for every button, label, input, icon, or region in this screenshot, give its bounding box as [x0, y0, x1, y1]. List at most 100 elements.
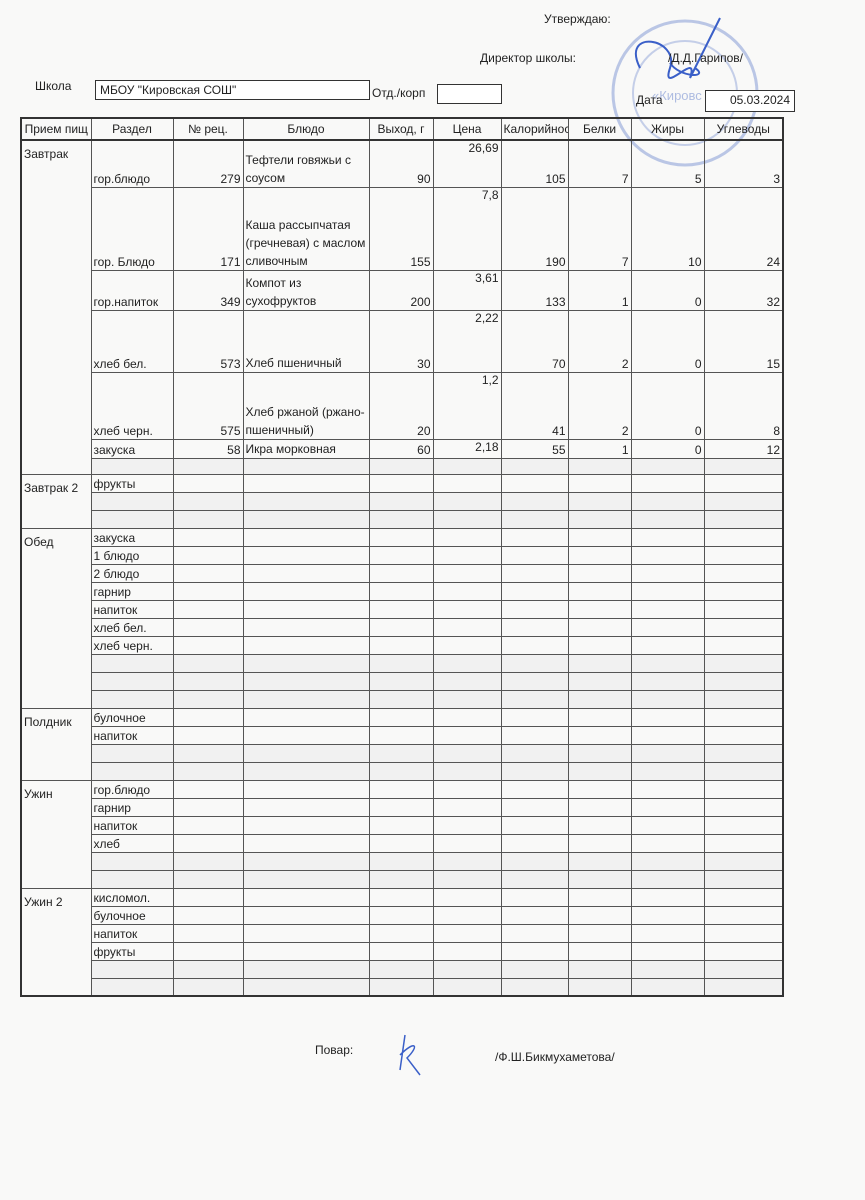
director-label: Директор школы:	[480, 51, 576, 65]
cell-fat	[630, 671, 705, 691]
cell-prot	[567, 851, 632, 871]
cell-fat	[630, 563, 705, 583]
cell-out	[368, 671, 434, 691]
cell-carb: 24	[703, 186, 784, 271]
cell-dish: Хлеб пшеничный	[242, 309, 370, 373]
cell-out	[368, 923, 434, 943]
table-row	[21, 491, 784, 511]
cell-carb	[703, 635, 784, 655]
cell-out	[368, 761, 434, 781]
cell-fat	[630, 473, 705, 493]
cell-carb	[703, 923, 784, 943]
cell-dish	[242, 653, 370, 673]
cell-price	[432, 905, 502, 925]
cell-price	[432, 887, 502, 907]
cell-fat	[630, 941, 705, 961]
cell-rec	[172, 599, 244, 619]
cell-out: 60	[368, 438, 434, 459]
cell-cal	[500, 599, 569, 619]
cell-rec: 279	[172, 139, 244, 188]
cell-cal: 70	[500, 309, 569, 373]
cell-price	[432, 725, 502, 745]
table-row	[21, 977, 784, 997]
cell-dish: Каша рассыпчатая (гречневая) с маслом сл…	[242, 186, 370, 271]
cell-dish	[242, 581, 370, 601]
cell-cal: 41	[500, 371, 569, 440]
cell-carb	[703, 563, 784, 583]
cell-fat	[630, 815, 705, 835]
cell-fat	[630, 457, 705, 475]
cell-cal	[500, 457, 569, 475]
table-row: напиток	[21, 725, 784, 745]
cell-out	[368, 869, 434, 889]
cell-price	[432, 545, 502, 565]
cell-fat	[630, 851, 705, 871]
cell-rec	[172, 815, 244, 835]
cell-dish: Тефтели говяжьи с соусом	[242, 139, 370, 188]
meal-name: Ужин	[20, 779, 92, 889]
cell-cal: 133	[500, 269, 569, 311]
cell-price	[432, 671, 502, 691]
cell-dish	[242, 509, 370, 529]
cell-carb	[703, 545, 784, 565]
cell-prot	[567, 457, 632, 475]
cell-carb	[703, 761, 784, 781]
cell-cal	[500, 833, 569, 853]
table-row: напиток	[21, 923, 784, 943]
cell-cal	[500, 959, 569, 979]
table-row: напиток	[21, 599, 784, 619]
cell-cal	[500, 869, 569, 889]
cell-prot	[567, 581, 632, 601]
cell-price	[432, 959, 502, 979]
cell-fat	[630, 905, 705, 925]
cell-carb: 15	[703, 309, 784, 373]
cell-fat	[630, 743, 705, 763]
cell-fat: 0	[630, 438, 705, 459]
cell-dish	[242, 707, 370, 727]
cell-out	[368, 779, 434, 799]
cell-cal	[500, 815, 569, 835]
cell-out: 200	[368, 269, 434, 311]
cell-rec	[172, 527, 244, 547]
cell-out	[368, 905, 434, 925]
cell-price: 1,2	[432, 371, 502, 440]
school-label: Школа	[35, 79, 72, 93]
cell-price	[432, 653, 502, 673]
cell-prot	[567, 545, 632, 565]
cell-prot: 7	[567, 139, 632, 188]
cell-dish	[242, 635, 370, 655]
cell-prot	[567, 671, 632, 691]
cell-price	[432, 941, 502, 961]
cell-cal	[500, 941, 569, 961]
table-row: булочное	[21, 905, 784, 925]
cell-section: напиток	[90, 815, 174, 835]
cell-dish	[242, 473, 370, 493]
cell-fat	[630, 491, 705, 511]
cell-out	[368, 457, 434, 475]
table-row: Ужин 2 кисломол.	[20, 887, 784, 997]
cell-rec	[172, 833, 244, 853]
meal-name: Ужин 2	[20, 887, 92, 997]
cell-fat	[630, 977, 705, 997]
cell-rec	[172, 959, 244, 979]
cell-out	[368, 833, 434, 853]
cell-carb	[703, 905, 784, 925]
cell-fat	[630, 581, 705, 601]
cell-out: 20	[368, 371, 434, 440]
cell-cal	[500, 689, 569, 709]
cell-section	[90, 671, 174, 691]
cell-prot	[567, 977, 632, 997]
cell-rec	[172, 671, 244, 691]
cell-section	[90, 509, 174, 529]
cell-prot	[567, 473, 632, 493]
cell-prot	[567, 689, 632, 709]
cell-prot	[567, 869, 632, 889]
cell-section: хлеб	[90, 833, 174, 853]
cell-prot	[567, 923, 632, 943]
cell-price	[432, 797, 502, 817]
cell-fat	[630, 797, 705, 817]
cell-rec	[172, 743, 244, 763]
cell-price: 26,69	[432, 139, 502, 188]
column-header: Углеводы	[703, 117, 784, 141]
table-row: напиток	[21, 815, 784, 835]
